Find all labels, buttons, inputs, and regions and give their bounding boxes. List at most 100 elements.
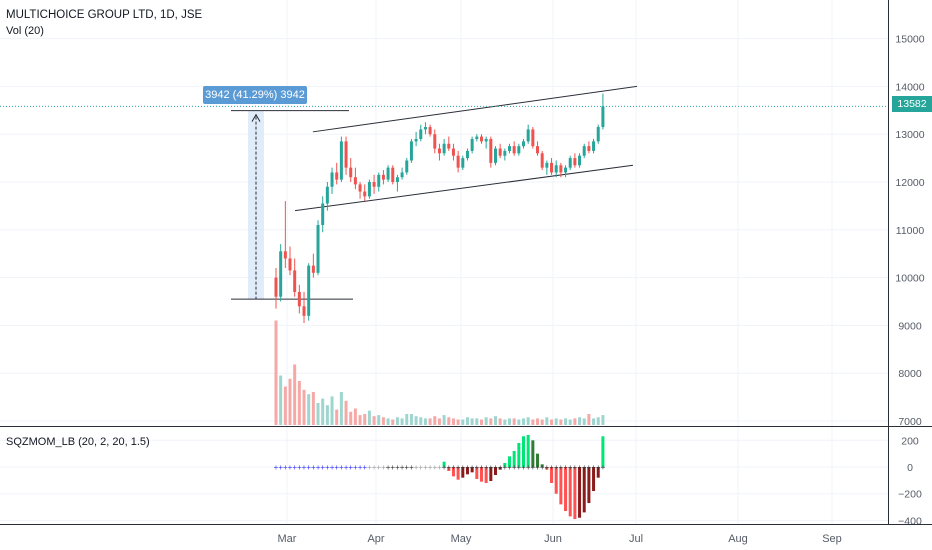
trend-channel[interactable]	[294, 85, 638, 212]
volume-bar	[437, 418, 441, 425]
price-tick-label: 12000	[895, 177, 924, 189]
candle-body	[386, 167, 390, 180]
candle-body	[498, 148, 502, 156]
candle-body	[568, 158, 572, 168]
squeeze-dot: +	[390, 463, 395, 472]
volume-bar	[592, 418, 596, 425]
squeeze-dot: +	[540, 463, 545, 472]
squeeze-dot: +	[362, 463, 367, 472]
momentum-bar	[470, 467, 474, 473]
volume-bar	[428, 418, 432, 425]
candle-body	[517, 146, 521, 154]
squeeze-dot: +	[404, 463, 409, 472]
volume-bar	[451, 418, 455, 425]
squeeze-dot: +	[498, 463, 503, 472]
squeeze-dot: +	[414, 463, 419, 472]
volume-bar	[447, 417, 451, 425]
momentum-bar	[508, 456, 511, 467]
candle-body	[395, 177, 399, 182]
candle-body	[409, 141, 413, 161]
momentum-bar	[578, 467, 582, 518]
squeeze-dot: +	[353, 463, 358, 472]
momentum-histogram	[442, 434, 605, 520]
volume-bar	[321, 398, 325, 425]
candle-body	[335, 172, 339, 180]
volume-bar	[302, 389, 306, 425]
momentum-bar	[512, 450, 516, 467]
volume-bar	[367, 410, 371, 425]
volume-bar	[297, 381, 301, 425]
volume-bar	[526, 417, 530, 425]
volume-bar	[335, 409, 339, 425]
candle-body	[274, 277, 278, 297]
candle-body	[316, 225, 320, 273]
momentum-bar	[536, 453, 540, 467]
indicator-legend: SQZMOM_LB (20, 2, 20, 1.5)	[6, 436, 150, 448]
squeeze-dot: +	[381, 463, 386, 472]
squeeze-dot: +	[479, 463, 484, 472]
time-axis: Mar Apr May Jun Jul Aug Sep	[278, 533, 842, 545]
price-axes: 7000 8000 9000 10000 11000 12000 13000 14000 150…	[0, 0, 932, 527]
candle-body	[372, 182, 376, 187]
momentum-bar	[550, 467, 554, 484]
channel-upper-line	[312, 85, 638, 133]
volume-bar	[363, 414, 367, 425]
candle-body	[288, 258, 292, 271]
volume-bar	[531, 419, 535, 425]
price-tick-label: 11000	[896, 225, 925, 237]
squeeze-dot: +	[521, 463, 526, 472]
volume-bar	[409, 414, 413, 425]
candle-body	[503, 150, 507, 156]
squeeze-dot: +	[549, 463, 554, 472]
momentum-bar	[522, 436, 526, 467]
squeeze-dot: +	[601, 463, 606, 472]
volume-bar	[391, 419, 395, 425]
squeeze-dot: +	[395, 463, 400, 472]
channel-lower-line	[294, 164, 634, 212]
squeeze-dot: +	[465, 463, 470, 472]
squeeze-dot: +	[409, 463, 414, 472]
candle-body	[526, 129, 530, 142]
momentum-tick-label: −400	[898, 515, 922, 527]
momentum-bar	[498, 467, 502, 470]
candle-body	[353, 177, 357, 185]
momentum-bar	[456, 467, 460, 480]
squeeze-dot: +	[460, 463, 465, 472]
measure-arrow	[251, 113, 261, 122]
price-tick-label: 8000	[898, 368, 922, 380]
squeeze-dot: +	[367, 463, 372, 472]
squeeze-dot: +	[274, 463, 279, 472]
momentum-bar	[526, 434, 530, 467]
squeeze-dot: +	[423, 463, 428, 472]
volume-bar	[433, 416, 437, 425]
squeeze-dot: +	[526, 463, 531, 472]
momentum-bar	[582, 467, 586, 513]
momentum-bar	[531, 440, 535, 467]
volume-bar	[349, 411, 353, 425]
candle-body	[433, 134, 437, 149]
price-range-measure[interactable]	[231, 110, 353, 300]
candle-body	[447, 143, 451, 149]
momentum-bar	[484, 467, 488, 484]
volume-bar	[316, 403, 320, 425]
squeeze-dot: +	[470, 463, 475, 472]
candle-body	[321, 203, 325, 226]
squeeze-dot: +	[358, 463, 363, 472]
momentum-tick-label: 200	[901, 435, 919, 447]
volume-bar	[456, 419, 460, 425]
candle-body	[531, 129, 535, 147]
candle-body	[573, 158, 577, 166]
candle-body	[358, 184, 362, 192]
volume-bar	[475, 418, 479, 425]
volume-bar	[582, 418, 586, 425]
candle-body	[461, 158, 465, 168]
volume-bar	[512, 418, 516, 425]
price-tick-label: 13000	[895, 129, 924, 141]
volume-bar	[493, 416, 497, 425]
candle-body	[522, 141, 526, 147]
candle-body	[564, 167, 568, 173]
candlestick-series	[274, 93, 605, 324]
volume-bar	[386, 418, 390, 425]
last-price-badge: 13582	[892, 96, 932, 112]
